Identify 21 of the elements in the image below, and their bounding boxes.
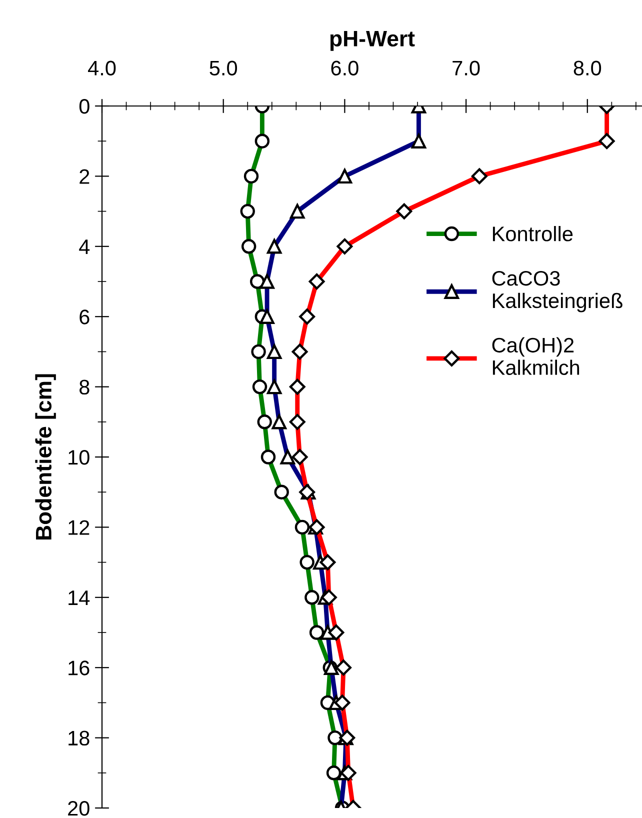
legend-label: CaCO3 Kalksteingrieß (492, 270, 622, 312)
y-tick-label: 2 (80, 169, 90, 184)
legend-label: Kontrolle (492, 226, 573, 242)
y-tick-label: 6 (80, 310, 90, 324)
y-tick-label: 0 (79, 99, 90, 114)
x-tick-label: 4.0 (88, 60, 116, 76)
y-tick-label: 18 (68, 730, 90, 746)
y-tick-label: 14 (68, 590, 90, 605)
y-tick-label: 10 (68, 450, 90, 465)
x-tick-label: 8.0 (574, 60, 602, 76)
x-tick-label: 5.0 (210, 60, 238, 76)
y-tick-label: 12 (68, 520, 90, 535)
legend-label: Ca(OH)2 Kalkmilch (492, 337, 580, 376)
y-tick-label: 16 (68, 660, 90, 676)
y-tick-label: 8 (80, 380, 90, 395)
y-tick-label: 20 (68, 801, 90, 816)
y-tick-label: 4 (79, 240, 90, 254)
x-tick-label: 7.0 (452, 60, 480, 76)
x-axis-title: pH-Wert (330, 31, 415, 51)
x-tick-label: 6.0 (331, 60, 358, 76)
y-axis-title: Bodentiefe [cm] (35, 374, 56, 540)
